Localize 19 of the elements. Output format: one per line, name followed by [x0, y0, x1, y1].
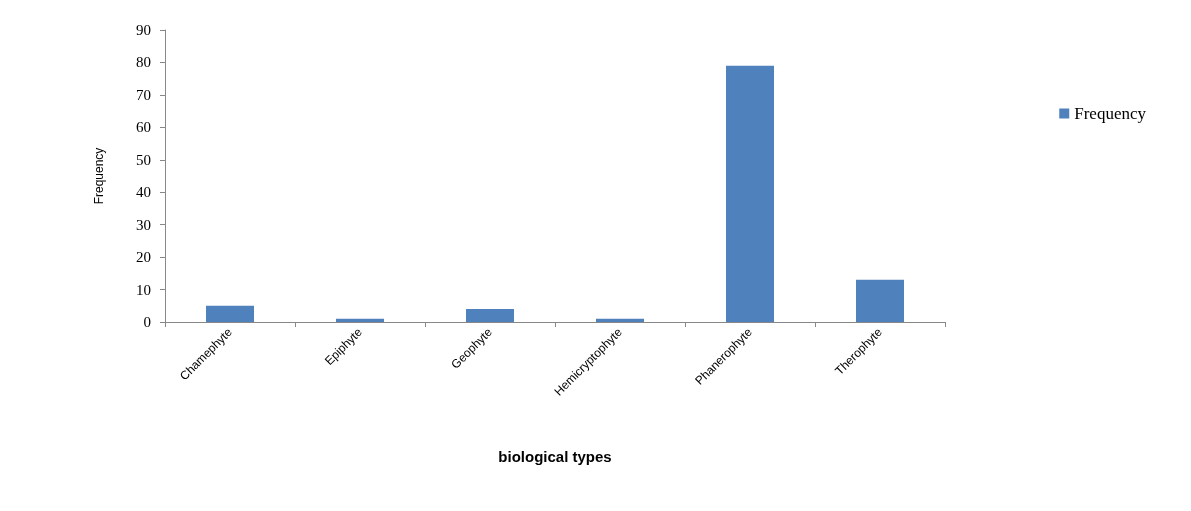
- bar: [856, 279, 904, 322]
- y-tick-label: 20: [136, 249, 151, 266]
- legend-label: Frequency: [1074, 104, 1147, 123]
- y-tick-label: 10: [136, 281, 151, 298]
- bar: [336, 318, 384, 322]
- y-tick-label: 90: [136, 22, 151, 38]
- bar: [726, 65, 774, 322]
- y-tick-label: 0: [143, 314, 151, 330]
- y-tick-label: 40: [136, 184, 151, 201]
- y-axis-title: Frequency: [92, 147, 106, 205]
- y-tick-label: 60: [136, 119, 151, 136]
- bar: [596, 318, 644, 322]
- x-axis-title: biological types: [498, 448, 612, 465]
- bar: [466, 309, 514, 322]
- y-tick-label: 50: [136, 151, 151, 168]
- y-tick-label: 80: [136, 54, 151, 71]
- y-tick-label: 70: [136, 86, 151, 103]
- bar: [206, 305, 254, 322]
- y-tick-label: 30: [136, 216, 151, 233]
